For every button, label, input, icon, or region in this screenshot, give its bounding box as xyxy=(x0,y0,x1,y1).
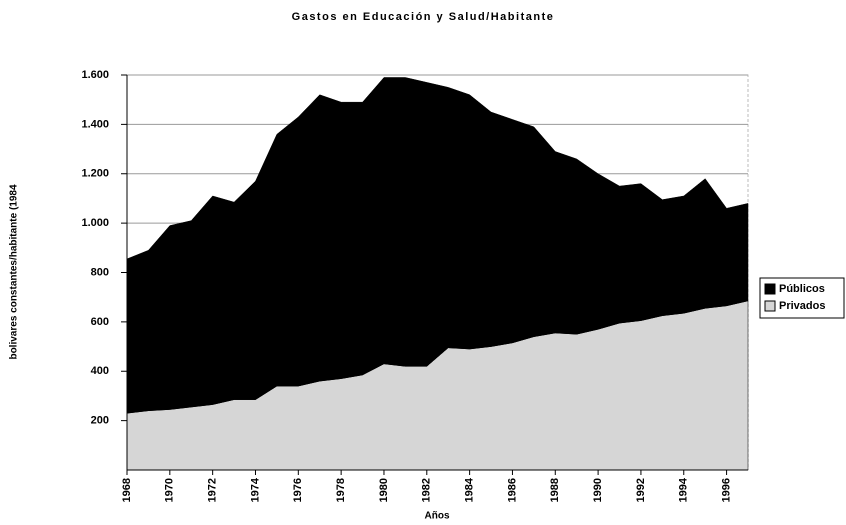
x-tick-label: 1968 xyxy=(121,478,133,502)
y-tick-label: 800 xyxy=(91,266,109,278)
legend-label: Públicos xyxy=(779,283,825,295)
y-tick-label: 400 xyxy=(91,365,109,377)
area xyxy=(126,77,749,414)
y-axis-label: bolivares constantes/habitante (1984 xyxy=(9,184,20,360)
y-tick-label: 1.200 xyxy=(81,168,109,180)
x-tick-label: 1972 xyxy=(207,478,219,502)
y-tick-label: 200 xyxy=(91,415,109,427)
x-tick-label: 1988 xyxy=(549,478,561,502)
x-tick-label: 1984 xyxy=(464,477,476,502)
chart-title: Gastos en Educación y Salud/Habitante xyxy=(292,11,555,23)
x-tick-label: 1994 xyxy=(678,477,690,502)
x-tick-label: 1996 xyxy=(720,478,732,502)
y-tick-label: 1.600 xyxy=(81,69,109,81)
legend-swatch xyxy=(764,283,776,295)
x-tick-label: 1992 xyxy=(635,478,647,502)
y-tick-label: 1.000 xyxy=(81,217,109,229)
x-tick-label: 1978 xyxy=(335,478,347,502)
legend-label: Privados xyxy=(779,300,825,312)
x-axis-label: Años xyxy=(425,511,450,520)
y-tick-label: 1.400 xyxy=(81,118,109,130)
x-tick-label: 1976 xyxy=(292,478,304,502)
x-tick-label: 1974 xyxy=(249,477,261,502)
y-tick-label: 600 xyxy=(91,316,109,328)
x-tick-label: 1982 xyxy=(421,478,433,502)
legend-swatch xyxy=(764,300,776,312)
x-tick-label: 1970 xyxy=(164,478,176,502)
x-tick-label: 1986 xyxy=(506,478,518,502)
x-tick-label: 1980 xyxy=(378,478,390,502)
x-tick-label: 1990 xyxy=(592,478,604,502)
